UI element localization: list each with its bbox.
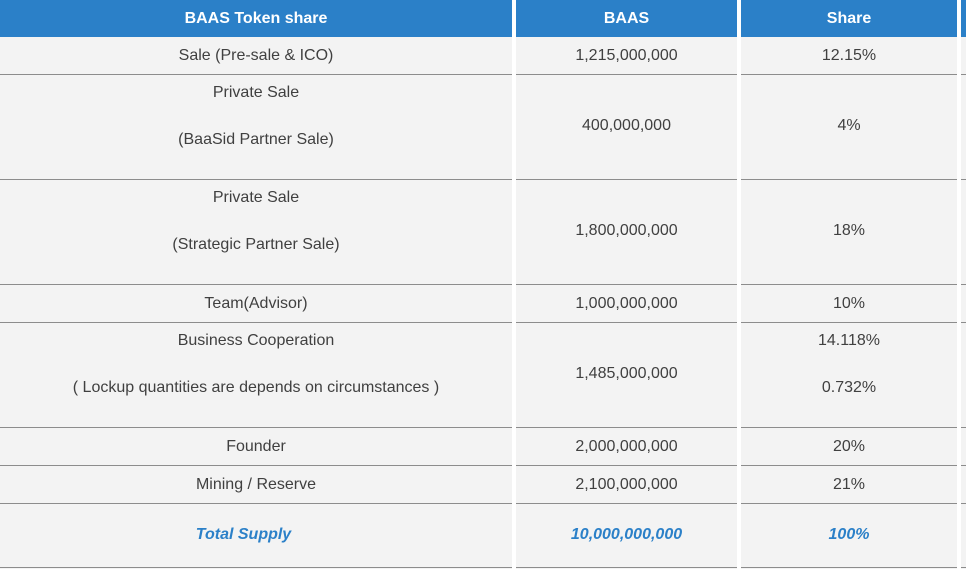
row-5-share-2: 0.732% [821,379,877,396]
row-divider [961,567,966,568]
row-divider [516,465,737,466]
row-7-amount: 2,100,000,000 [575,475,678,493]
row-divider [516,179,737,180]
row-divider [0,567,512,568]
row-divider [0,427,512,428]
row-5-sublabel: ( Lockup quantities are depends on circu… [72,379,440,396]
row-divider [516,567,737,568]
row-divider [516,74,737,75]
column-bg-2 [516,37,737,569]
row-divider [0,503,512,504]
row-4-share: 10% [832,294,866,312]
row-divider [961,503,966,504]
row-4-label: Team(Advisor) [204,294,308,312]
row-3-share: 18% [832,222,866,239]
row-3-amount: 1,800,000,000 [575,222,678,239]
row-divider [516,427,737,428]
row-divider [961,284,966,285]
row-divider [516,284,737,285]
row-divider [0,179,512,180]
row-divider [961,74,966,75]
row-1-label: Sale (Pre-sale & ICO) [178,46,334,64]
row-2-label: Private Sale [212,84,300,101]
header-token-share: BAAS Token share [0,0,512,37]
row-divider [0,284,512,285]
row-3-sublabel: (Strategic Partner Sale) [172,236,340,253]
header-baas: BAAS [516,0,737,37]
row-2-share: 4% [837,117,861,134]
row-divider [741,74,957,75]
row-5-share: 14.118% [818,332,880,349]
row-divider [741,503,957,504]
row-7-share: 21% [832,475,866,493]
row-5-amount: 1,485,000,000 [575,365,678,382]
row-divider [741,179,957,180]
column-bg-4 [961,37,966,569]
row-3-label: Private Sale [212,189,300,206]
row-divider [961,322,966,323]
row-6-label: Founder [226,437,286,455]
row-2-sublabel: (BaaSid Partner Sale) [178,131,334,148]
row-1-amount: 1,215,000,000 [575,46,678,64]
row-7-label: Mining / Reserve [195,475,317,493]
row-divider [0,322,512,323]
row-divider [0,465,512,466]
column-bg-3 [741,37,957,569]
row-divider [961,427,966,428]
row-6-amount: 2,000,000,000 [575,437,678,455]
total-amount: 10,000,000,000 [570,526,683,543]
row-divider [0,74,512,75]
row-6-share: 20% [832,437,866,455]
header-extra-column [961,0,966,37]
row-4-amount: 1,000,000,000 [575,294,678,312]
row-divider [961,179,966,180]
header-share: Share [741,0,957,37]
row-divider [741,567,957,568]
row-divider [516,322,737,323]
row-divider [741,322,957,323]
row-1-share: 12.15% [821,46,877,64]
column-bg-1 [0,37,512,569]
row-5-label: Business Cooperation [177,332,335,349]
total-label: Total Supply [195,526,292,543]
total-share: 100% [828,526,870,543]
row-divider [741,284,957,285]
row-divider [741,465,957,466]
row-2-amount: 400,000,000 [582,117,671,134]
row-divider [516,503,737,504]
row-divider [961,465,966,466]
row-divider [741,427,957,428]
